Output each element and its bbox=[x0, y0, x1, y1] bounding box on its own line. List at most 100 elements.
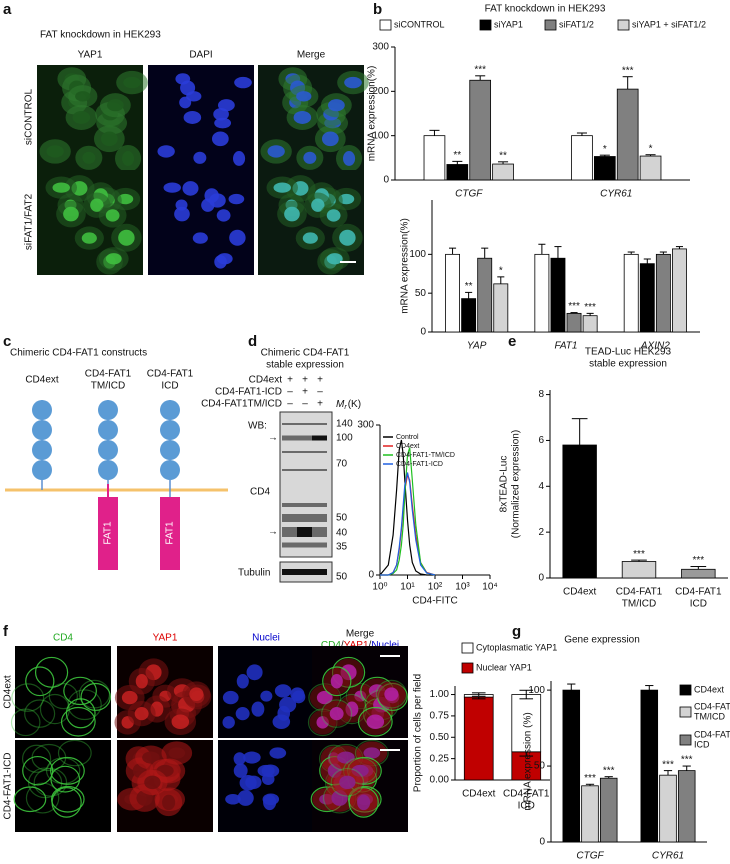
cell-membrane bbox=[348, 787, 379, 818]
nucleus bbox=[344, 76, 362, 89]
nucleus bbox=[142, 751, 160, 764]
histogram-line bbox=[380, 447, 436, 576]
mw-marker: 50 bbox=[336, 572, 348, 583]
cell-membrane bbox=[48, 683, 78, 710]
band bbox=[312, 423, 327, 425]
nucleus bbox=[311, 198, 325, 212]
bar bbox=[493, 283, 509, 333]
panel-letter: d bbox=[248, 333, 257, 350]
nucleus bbox=[251, 701, 265, 717]
column-label: Nuclei bbox=[252, 633, 280, 644]
row-mark: + bbox=[317, 375, 323, 386]
channel: YAP1 bbox=[344, 640, 369, 651]
histogram-line bbox=[379, 439, 435, 576]
band bbox=[282, 569, 297, 575]
cell-membrane bbox=[322, 666, 352, 697]
cell-membrane bbox=[357, 706, 393, 737]
cell-membrane bbox=[25, 666, 55, 697]
bar bbox=[677, 770, 696, 843]
nucleus bbox=[302, 232, 318, 244]
nucleus bbox=[303, 151, 317, 164]
mr: M bbox=[336, 399, 345, 410]
nucleus bbox=[157, 145, 175, 158]
domain bbox=[32, 460, 52, 480]
fat1-domain bbox=[160, 497, 180, 570]
bar bbox=[681, 568, 716, 579]
row-mark: + bbox=[302, 387, 308, 398]
bar bbox=[621, 561, 657, 579]
bar bbox=[534, 253, 550, 333]
significance: *** bbox=[662, 759, 674, 770]
panel-letter: g bbox=[512, 623, 521, 640]
x-tick-label: TM/ICD bbox=[622, 599, 656, 610]
significance: *** bbox=[681, 755, 693, 766]
row-mark: + bbox=[287, 375, 293, 386]
nucleus bbox=[105, 209, 120, 222]
bar bbox=[639, 263, 655, 333]
nucleus bbox=[337, 751, 355, 764]
nucleus bbox=[293, 111, 312, 124]
mr-label: Mr(K) bbox=[336, 399, 361, 411]
y-tick-label: 200 bbox=[372, 86, 389, 97]
legend-label: ICD bbox=[694, 739, 710, 749]
panel-letter: f bbox=[3, 623, 9, 640]
panel-title: FAT knockdown in HEK293 bbox=[40, 30, 161, 41]
cell-membrane bbox=[51, 787, 82, 818]
nucleus bbox=[211, 131, 229, 147]
y-tick-label: 0.50 bbox=[430, 732, 450, 743]
x-tick-label: AXIN2 bbox=[640, 341, 670, 352]
significance: * bbox=[499, 266, 503, 277]
y-tick-label: 100 bbox=[409, 249, 426, 260]
band bbox=[297, 514, 312, 522]
nucleus bbox=[274, 684, 292, 698]
band bbox=[282, 542, 297, 548]
cell-membrane bbox=[24, 699, 56, 728]
cell-membrane bbox=[21, 744, 52, 773]
bar bbox=[469, 79, 492, 181]
y-tick-label: 100 bbox=[528, 685, 545, 696]
nucleus bbox=[326, 253, 343, 265]
nucleus bbox=[272, 714, 291, 730]
nucleus bbox=[263, 794, 277, 811]
wb-label: WB: bbox=[248, 421, 267, 432]
nucleus bbox=[366, 714, 385, 730]
nucleus bbox=[329, 707, 344, 721]
y-axis-label: 8xTEAD-Luc bbox=[499, 456, 510, 513]
significance: ** bbox=[465, 281, 473, 292]
legend-label: siYAP1 + siFAT1/2 bbox=[632, 19, 706, 29]
band bbox=[282, 435, 297, 441]
bar bbox=[640, 689, 659, 843]
blot-title: stable expression bbox=[266, 360, 344, 371]
legend-label: CD4-FAT1 bbox=[694, 701, 730, 711]
band bbox=[297, 527, 312, 537]
fat1-domain bbox=[98, 497, 118, 570]
nucleus bbox=[363, 747, 381, 759]
band bbox=[297, 451, 312, 453]
cell-membrane bbox=[22, 755, 54, 786]
column-label: DAPI bbox=[189, 50, 212, 61]
band bbox=[312, 514, 327, 522]
cell-membrane bbox=[45, 757, 81, 785]
band bbox=[312, 542, 327, 548]
nucleus bbox=[273, 182, 291, 193]
nucleus bbox=[290, 687, 305, 701]
nucleus bbox=[105, 253, 122, 265]
nucleus bbox=[134, 707, 149, 721]
nucleus bbox=[216, 209, 231, 222]
construct-label: CD4ext bbox=[25, 375, 59, 386]
nucleus bbox=[121, 690, 138, 705]
y-tick-label: 0.75 bbox=[430, 711, 450, 722]
nucleus bbox=[233, 752, 246, 766]
x-tick-label: 10⁴ bbox=[482, 582, 497, 593]
nucleus bbox=[229, 229, 246, 246]
x-tick-label: CYR61 bbox=[600, 189, 632, 200]
column-label: Merge bbox=[346, 629, 375, 640]
column-label: Merge bbox=[297, 50, 326, 61]
legend-label: TM/ICD bbox=[694, 711, 725, 721]
nucleus bbox=[82, 151, 96, 164]
mw-marker: 100 bbox=[336, 433, 353, 444]
band bbox=[312, 527, 327, 537]
domain bbox=[98, 420, 118, 440]
legend-label: siCONTROL bbox=[394, 19, 445, 29]
significance: ** bbox=[499, 150, 507, 161]
